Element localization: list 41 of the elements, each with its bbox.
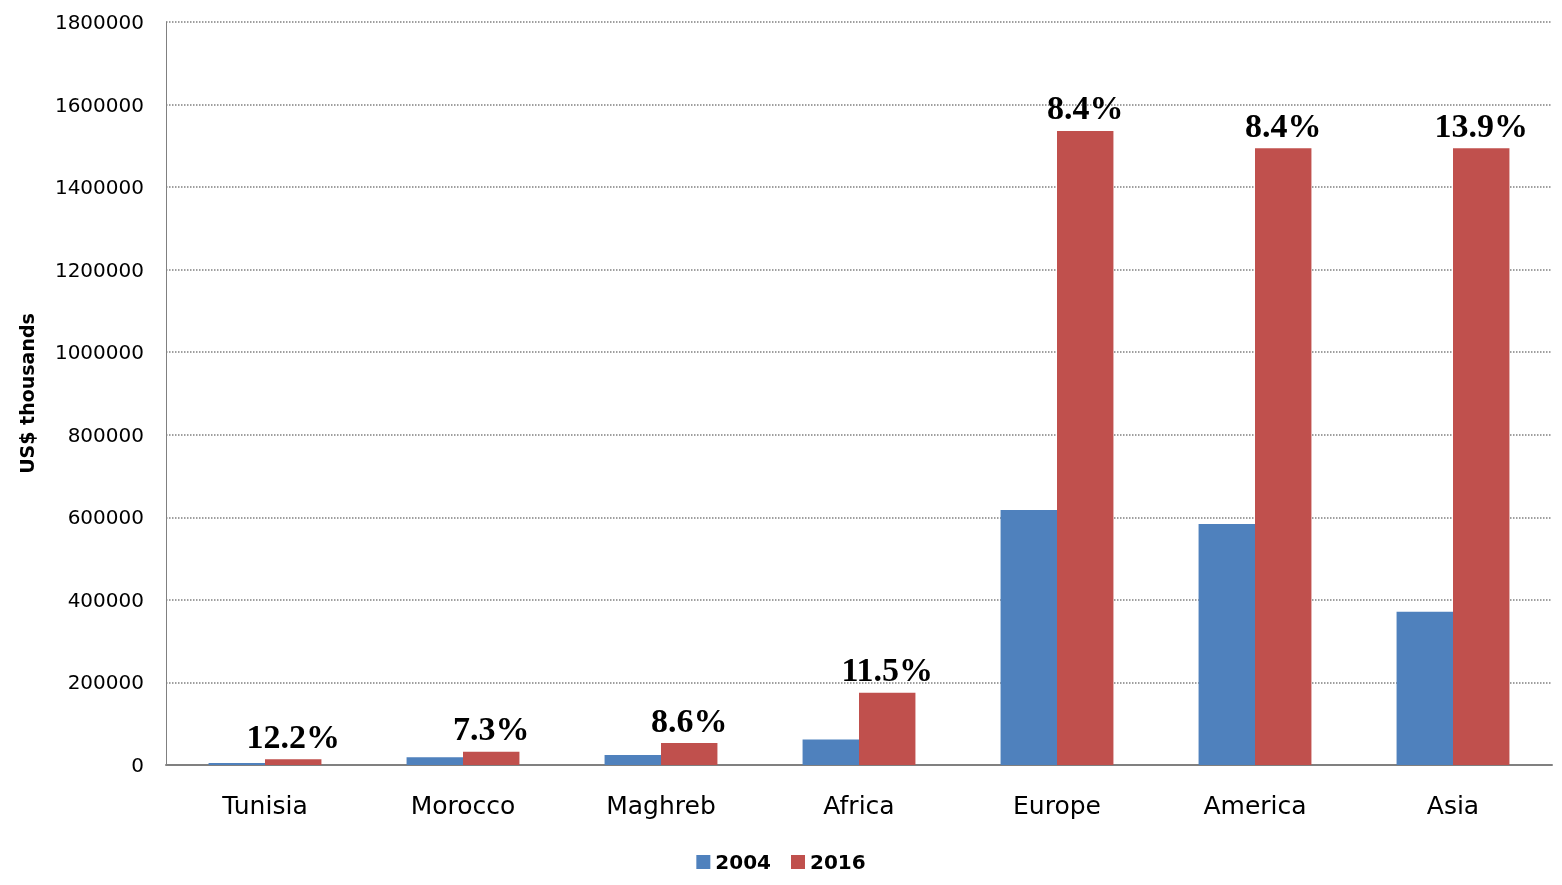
bar bbox=[802, 739, 859, 765]
y-tick-label: 1800000 bbox=[54, 10, 144, 34]
legend-label: 2004 bbox=[715, 850, 772, 874]
x-tick-label: Africa bbox=[823, 791, 895, 820]
bar bbox=[265, 759, 322, 765]
bar bbox=[859, 692, 916, 765]
bar bbox=[1198, 523, 1255, 765]
y-tick-label: 400000 bbox=[67, 587, 144, 612]
x-tick-label: America bbox=[1203, 791, 1307, 820]
x-tick-label: Morocco bbox=[410, 791, 516, 820]
y-axis-title: US$ thousands bbox=[15, 313, 38, 474]
y-tick-label: 1400000 bbox=[54, 175, 144, 200]
bar bbox=[604, 755, 661, 765]
bar bbox=[1255, 148, 1312, 765]
annotation: 11.5% bbox=[841, 651, 934, 689]
y-tick-label: 800000 bbox=[67, 422, 144, 447]
bar bbox=[463, 751, 520, 765]
annotation: 8.4% bbox=[1046, 89, 1124, 127]
annotation: 7.3% bbox=[452, 710, 530, 748]
annotation: 8.4% bbox=[1244, 106, 1322, 144]
legend-label: 2016 bbox=[810, 850, 866, 874]
bar bbox=[1000, 509, 1057, 765]
annotation: 12.2% bbox=[246, 717, 340, 755]
x-tick-label: Maghreb bbox=[606, 791, 716, 820]
y-tick-label: 1200000 bbox=[54, 257, 144, 282]
bar bbox=[1453, 148, 1510, 765]
bar bbox=[1057, 130, 1114, 765]
annotation: 8.6% bbox=[650, 701, 728, 739]
annotation: 13.9% bbox=[1434, 106, 1528, 144]
y-tick-label: 600000 bbox=[67, 505, 144, 530]
y-tick-label: 0 bbox=[131, 753, 144, 777]
y-tick-label: 1000000 bbox=[54, 340, 144, 365]
bar bbox=[1396, 611, 1453, 765]
bar bbox=[406, 757, 463, 765]
y-tick-label: 1600000 bbox=[54, 92, 144, 117]
x-tick-label: Asia bbox=[1426, 791, 1480, 820]
bar bbox=[661, 743, 718, 765]
x-tick-label: Europe bbox=[1013, 791, 1101, 820]
x-tick-label: Tunisia bbox=[221, 791, 308, 820]
bar bbox=[208, 762, 265, 765]
y-tick-label: 200000 bbox=[67, 670, 144, 695]
